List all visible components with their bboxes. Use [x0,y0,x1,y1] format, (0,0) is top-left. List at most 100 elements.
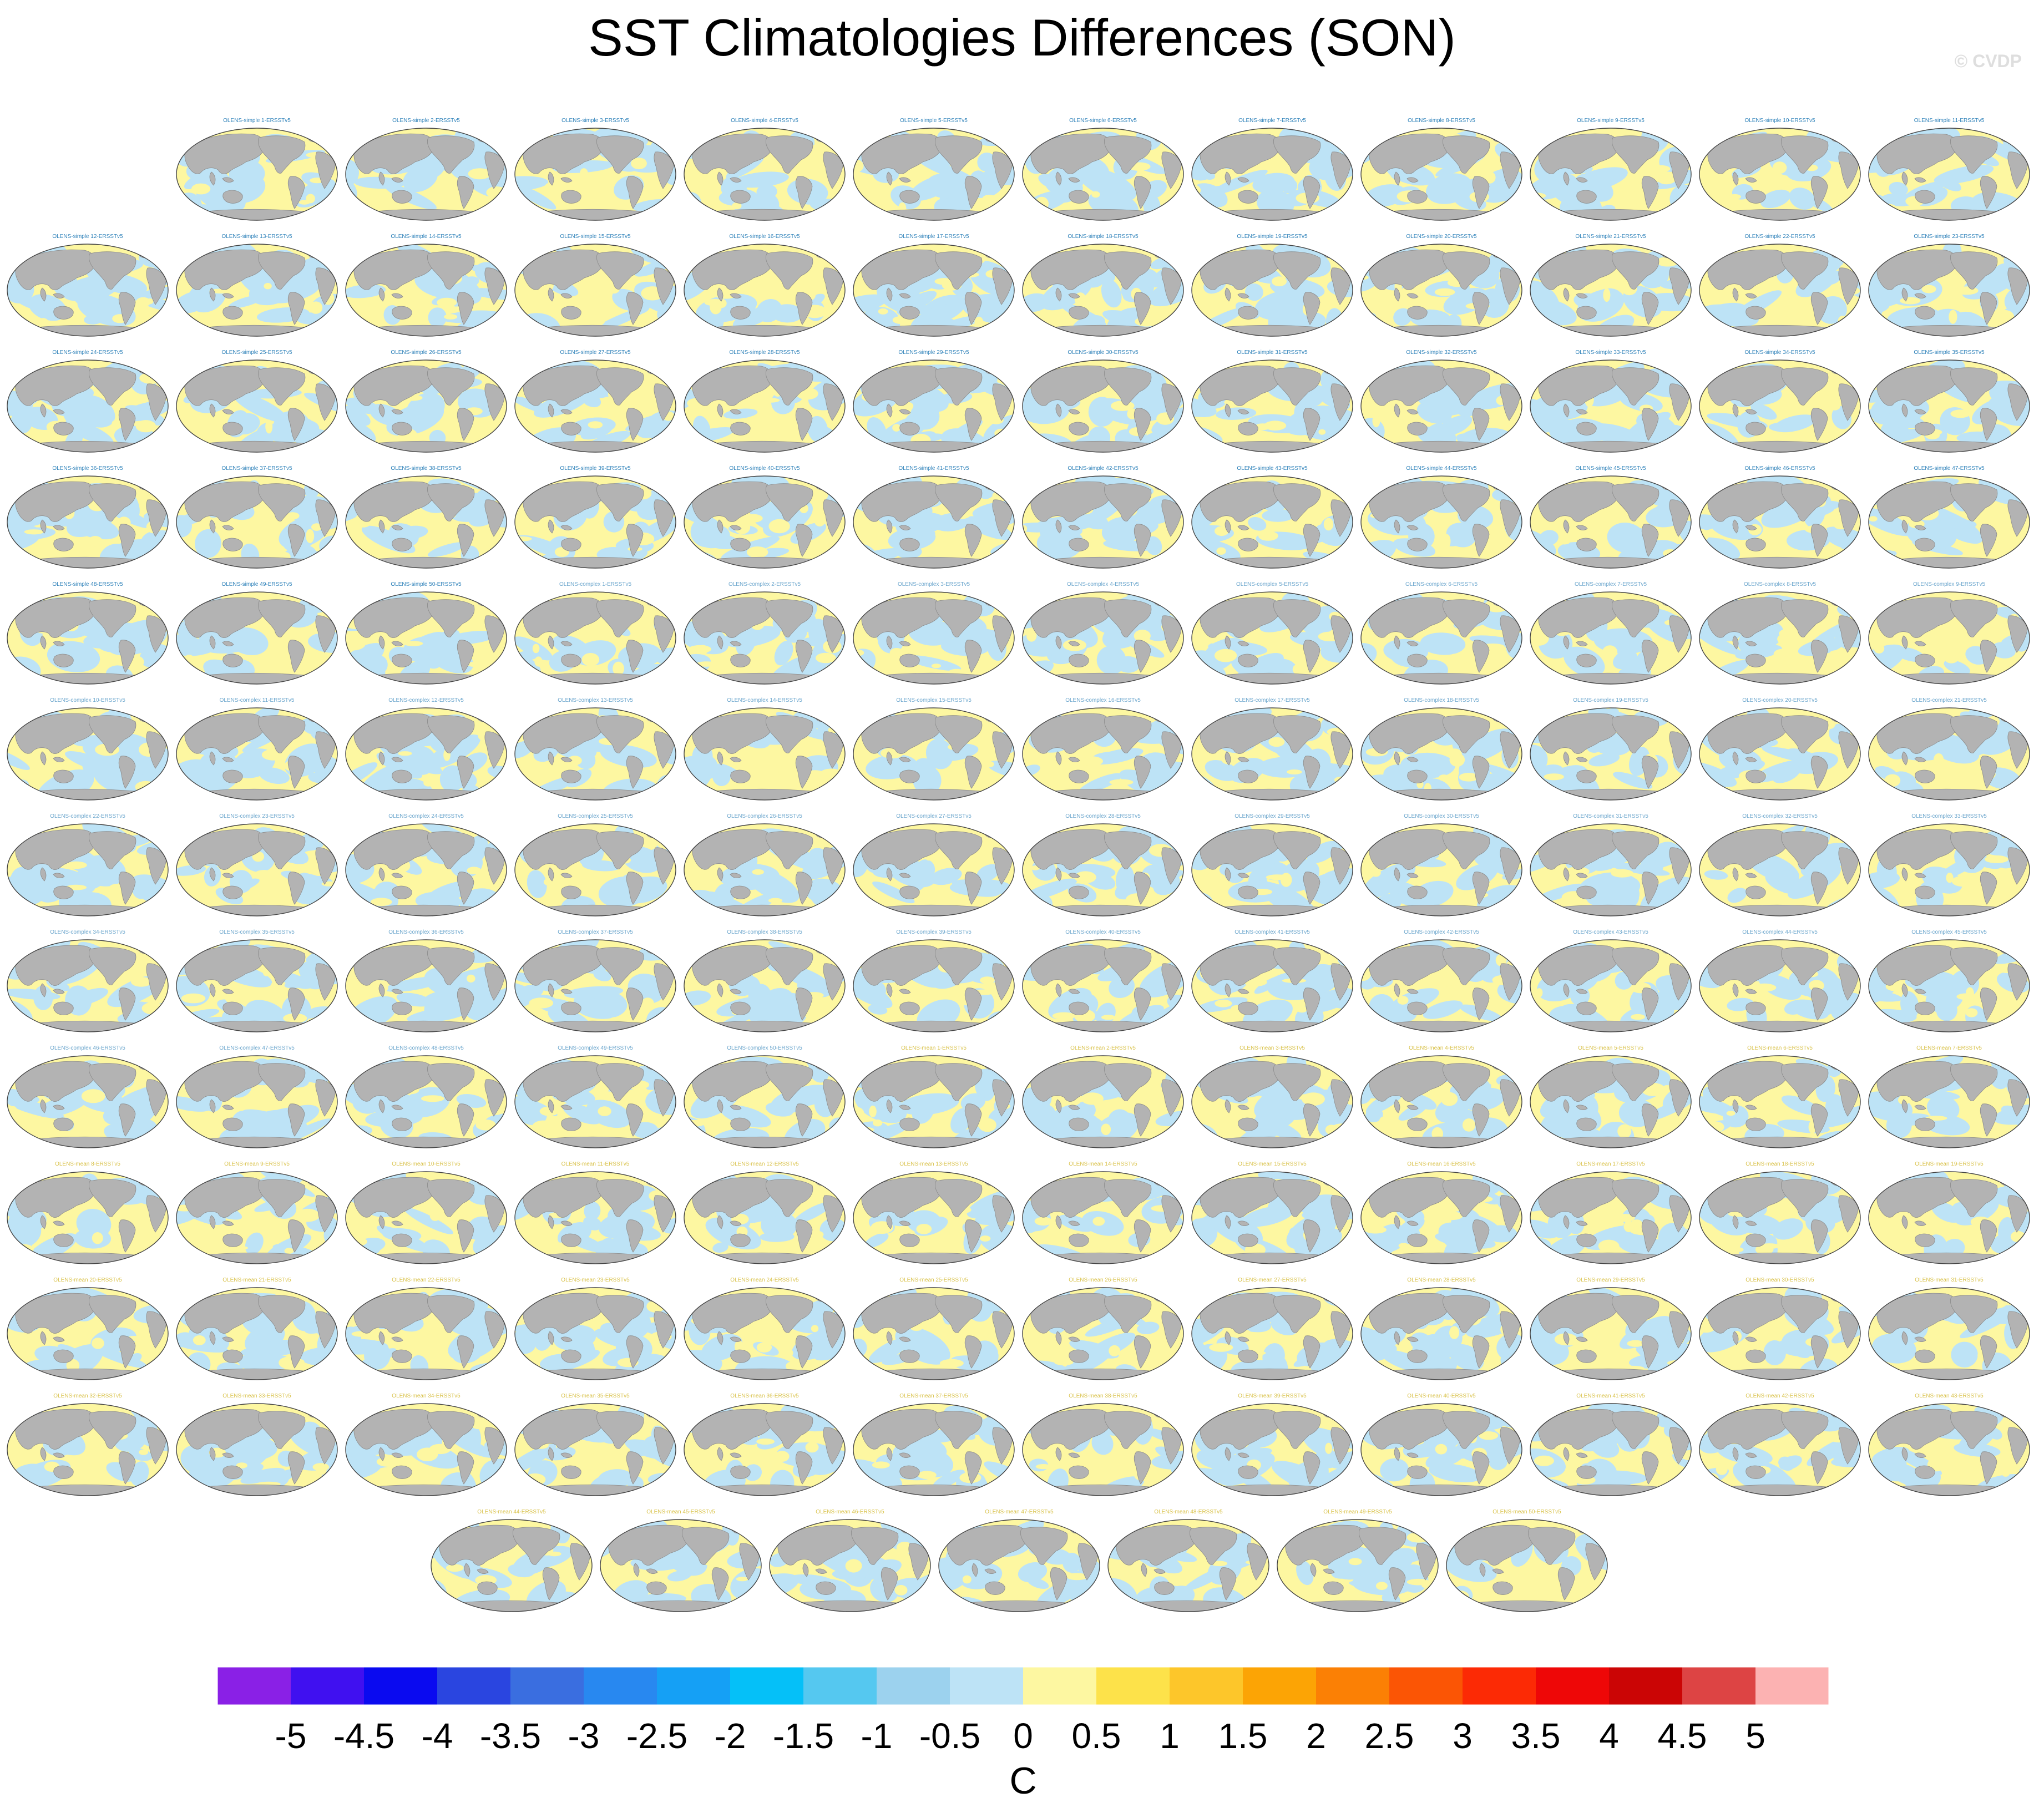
land-mass [477,944,491,954]
land-mass [548,983,554,997]
cool-anomaly-patch [756,184,777,199]
land-mass [861,1061,943,1102]
map-outline [853,1055,1015,1148]
map-outline [7,244,169,337]
land-mass [1781,599,1829,637]
warm-anomaly-patch [1192,184,1201,196]
land-mass [1394,1099,1400,1113]
cool-anomaly-patch [1931,1202,1962,1223]
land-mass [1369,597,1450,638]
warm-anomaly-patch [1036,779,1058,791]
map-outline [684,359,846,453]
land-mass [1407,1001,1428,1015]
warm-anomaly-patch [469,433,480,440]
map-outline [1191,1287,1353,1380]
panel-label: OLENS-simple 36-ERSSTv5 [52,465,123,472]
land-mass [40,1215,47,1229]
cool-anomaly-patch [1567,167,1628,193]
land-mass [1200,365,1281,406]
land-mass [1055,519,1062,534]
land-mass [730,293,742,299]
map-panel: OLENS-complex 3-ERSSTv5 [853,581,1015,685]
map-panel: OLENS-mean 1-ERSSTv5 [853,1045,1015,1148]
land-mass [795,1103,813,1137]
map-panel: OLENS-complex 4-ERSSTv5 [1022,581,1184,685]
cool-anomaly-patch [884,279,937,297]
land-mass [1612,1063,1660,1101]
land-mass [1641,987,1659,1021]
cool-anomaly-patch [765,1102,794,1117]
land-mass [258,367,306,406]
warm-anomaly-patch [1054,1359,1074,1366]
map-panel: OLENS-complex 19-ERSSTv5 [1530,697,1692,801]
cool-anomaly-patch [1546,178,1602,214]
land-mass [1661,480,1676,490]
map-outline [345,244,507,337]
panel-label: OLENS-simple 16-ERSSTv5 [729,234,800,240]
land-mass [1104,1179,1152,1217]
warm-anomaly-patch [1986,898,2005,905]
map-panel: OLENS-mean 11-ERSSTv5 [514,1161,676,1264]
warm-anomaly-patch [598,1106,611,1116]
land-mass [15,829,97,870]
map-outline [853,128,1015,221]
land-mass [392,1465,412,1479]
land-mass [964,987,982,1021]
cool-anomaly-patch [1333,360,1353,378]
land-mass [1153,1176,1168,1186]
land-mass [138,1176,153,1186]
cool-anomaly-patch [1795,271,1836,297]
land-mass [53,1336,65,1343]
land-mass [353,829,435,870]
land-mass [1407,190,1428,204]
land-mass [1612,599,1660,637]
panel-label: OLENS-mean 31-ERSSTv5 [1915,1277,1984,1283]
warm-anomaly-patch [1459,773,1479,782]
cool-anomaly-patch [1722,1105,1749,1128]
land-mass [1104,947,1152,985]
warm-anomaly-patch [778,766,786,778]
land-mass [1068,873,1080,879]
land-mass [861,365,943,406]
land-mass [53,1452,65,1458]
warm-anomaly-patch [853,752,864,759]
land-mass [307,1060,322,1070]
land-mass [1830,712,1845,722]
land-mass [1563,983,1570,997]
map-outline [1699,1287,1861,1380]
land-mass [1745,293,1757,299]
land-mass [427,367,475,406]
land-mass [626,987,644,1021]
land-mass [1237,757,1249,763]
warm-anomaly-patch [1361,275,1369,280]
land-mass [1407,1349,1428,1363]
panel-label: OLENS-complex 26-ERSSTv5 [727,813,802,819]
map-outline [1868,823,2030,916]
land-mass [1876,945,1958,986]
warm-anomaly-patch [939,1359,964,1368]
warm-anomaly-patch [135,420,156,433]
cool-anomaly-patch [977,152,996,172]
land-mass [1746,1117,1766,1131]
map-panels: OLENS-simple 1-ERSSTv5 OLENS-simple 2-ERS… [7,118,2030,1612]
land-mass [815,712,829,722]
map-outline [853,939,1015,1032]
land-mass [1237,525,1249,531]
land-mass [1225,1099,1231,1113]
map-outline [1868,475,2030,569]
land-mass [730,409,742,415]
land-mass [15,713,97,754]
land-mass [560,873,573,879]
panel-label: OLENS-simple 5-ERSSTv5 [900,118,968,124]
land-mass [815,1060,829,1070]
land-mass [89,1179,136,1217]
land-mass [1323,364,1337,374]
land-mass [935,831,983,869]
land-mass [1576,306,1597,320]
map-panel: OLENS-complex 38-ERSSTv5 [684,929,846,1032]
land-mass [935,1063,983,1101]
land-mass [1407,1233,1428,1247]
land-mass [1914,1105,1926,1111]
land-mass [209,751,216,766]
warm-anomaly-patch [264,283,272,290]
